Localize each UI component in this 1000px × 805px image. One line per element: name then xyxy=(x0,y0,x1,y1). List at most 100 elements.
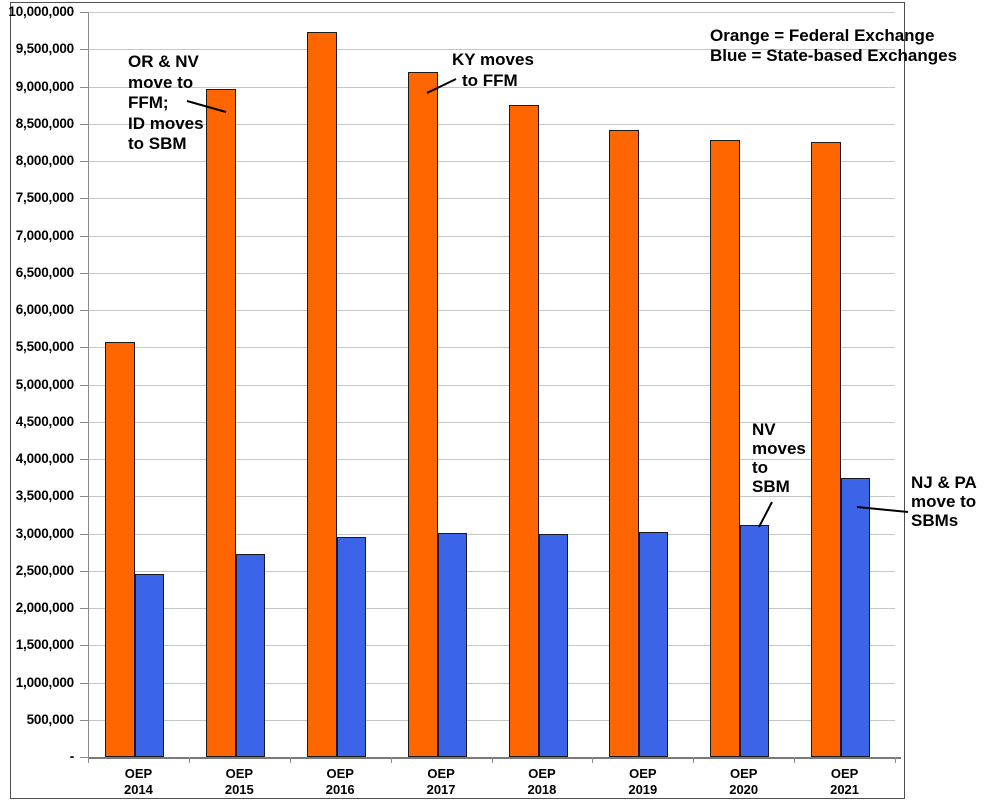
legend-line-federal: Orange = Federal Exchange xyxy=(710,26,935,45)
annotation-line: OR & NV xyxy=(128,52,199,71)
y-axis-tick xyxy=(80,496,88,498)
y-axis-label: 4,500,000 xyxy=(15,413,74,429)
y-axis-tick xyxy=(80,198,88,200)
bar-state-based-exchanges-oep-2020 xyxy=(740,524,770,757)
gridline xyxy=(88,682,895,684)
gridline xyxy=(88,123,895,125)
annotation-line: to xyxy=(752,458,769,477)
annotation-line: move to xyxy=(911,492,977,511)
y-axis-label: 2,500,000 xyxy=(15,562,74,578)
y-axis-label: 500,000 xyxy=(26,711,75,727)
x-axis-tick xyxy=(491,757,493,763)
y-axis-label: 1,000,000 xyxy=(15,674,74,690)
y-axis-label: - xyxy=(69,749,74,764)
y-axis-tick xyxy=(80,757,88,758)
annotation-line: NV xyxy=(752,420,776,439)
annotation-ky: KY moves to FFM xyxy=(452,50,534,91)
annotation-line: KY moves xyxy=(452,50,534,69)
annotation-line: NJ & PA xyxy=(911,473,977,492)
y-axis-tick xyxy=(80,608,88,609)
x-axis-label: 2015 xyxy=(224,782,254,797)
x-axis-tick xyxy=(289,757,291,763)
bar-federal-exchange-oep-2014 xyxy=(105,342,135,757)
x-axis-label: OEP xyxy=(729,766,758,781)
annotation-line: ID moves xyxy=(128,113,204,133)
y-axis-tick xyxy=(80,49,88,51)
gridline xyxy=(88,421,895,423)
y-axis-tick xyxy=(80,347,88,349)
bar-state-based-exchanges-oep-2019 xyxy=(639,532,669,757)
bar-federal-exchange-oep-2017 xyxy=(407,71,438,757)
annotation-nv: NV moves to SBM xyxy=(752,420,806,496)
gridline xyxy=(88,384,895,386)
bar-federal-exchange-oep-2016 xyxy=(306,32,337,757)
x-axis-tick xyxy=(693,757,695,763)
y-axis-tick xyxy=(80,12,88,13)
y-axis-tick xyxy=(80,384,88,386)
gridline xyxy=(88,161,895,162)
y-axis-label: 7,500,000 xyxy=(15,190,74,206)
y-axis-line xyxy=(88,12,89,757)
x-axis-label: 2014 xyxy=(123,782,153,797)
gridline xyxy=(88,645,895,647)
gridline xyxy=(88,608,895,609)
annotation-line: to FFM xyxy=(462,70,518,90)
bar-federal-exchange-oep-2020 xyxy=(710,140,741,757)
x-axis-label: 2021 xyxy=(830,782,860,797)
y-axis-label: 5,500,000 xyxy=(15,339,74,355)
annotation-line: SBMs xyxy=(911,511,959,530)
x-axis-tick xyxy=(88,757,89,763)
gridline xyxy=(88,235,895,237)
bar-state-based-exchanges-oep-2016 xyxy=(336,537,366,757)
bar-federal-exchange-oep-2019 xyxy=(609,130,640,757)
x-axis-label: 2019 xyxy=(628,782,658,797)
bar-state-based-exchanges-oep-2014 xyxy=(135,574,164,757)
y-axis-label: 8,000,000 xyxy=(15,153,74,168)
y-axis-label: 10,000,000 xyxy=(8,4,74,19)
y-axis-tick xyxy=(80,645,88,647)
y-axis-tick xyxy=(80,533,88,535)
gridline xyxy=(88,12,895,13)
x-axis-tick xyxy=(895,757,896,763)
x-axis-tick xyxy=(794,757,796,763)
x-axis-label: OEP xyxy=(326,766,354,781)
y-axis-tick xyxy=(80,570,88,572)
annotation-line: SBM xyxy=(752,477,790,496)
x-axis-label: 2020 xyxy=(729,782,759,797)
gridline xyxy=(88,49,895,51)
gridline xyxy=(88,198,895,200)
gridline xyxy=(88,719,895,721)
y-axis-label: 6,000,000 xyxy=(15,302,74,317)
x-axis-label: 2017 xyxy=(426,782,456,797)
y-axis-tick xyxy=(80,310,88,311)
x-axis-tick xyxy=(188,757,190,763)
y-axis-label: 8,500,000 xyxy=(15,115,74,131)
y-axis-label: 4,000,000 xyxy=(15,451,74,466)
gridline xyxy=(88,86,895,88)
x-axis-label: OEP xyxy=(124,766,153,781)
y-axis-label: 1,500,000 xyxy=(15,637,74,653)
y-axis-tick xyxy=(80,459,88,460)
bar-state-based-exchanges-oep-2018 xyxy=(538,533,568,757)
pointer-nv xyxy=(758,501,773,528)
annotation-or-nv-id: OR & NV move to FFM; ID moves to SBM xyxy=(128,52,204,155)
gridline xyxy=(88,570,895,572)
x-axis-tick xyxy=(592,757,594,763)
y-axis-label: 2,000,000 xyxy=(15,600,74,615)
x-axis-label: 2018 xyxy=(527,782,557,797)
y-axis-label: 9,500,000 xyxy=(15,41,74,57)
y-axis-tick xyxy=(80,272,88,274)
x-axis-label: 2016 xyxy=(325,782,355,797)
annotation-line: FFM; xyxy=(128,93,169,112)
y-axis-label: 5,000,000 xyxy=(15,376,74,392)
gridline xyxy=(88,272,895,274)
x-axis-label: OEP xyxy=(225,766,254,781)
bar-federal-exchange-oep-2015 xyxy=(205,89,236,757)
y-axis-label: 9,000,000 xyxy=(15,78,74,94)
gridline xyxy=(88,310,895,311)
annotation-line: move to xyxy=(128,72,194,92)
gridline xyxy=(88,347,895,349)
x-axis-tick xyxy=(390,757,392,763)
legend: Orange = Federal Exchange Blue = State-b… xyxy=(710,26,957,66)
annotation-line: moves xyxy=(752,439,806,458)
